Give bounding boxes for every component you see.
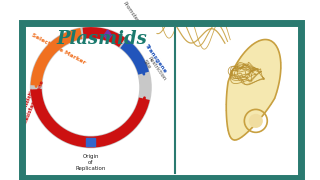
- Text: Restriction
Site: Restriction Site: [142, 56, 167, 85]
- Text: Transgene: Transgene: [144, 43, 168, 74]
- Circle shape: [249, 114, 263, 128]
- Text: Origin
of
Replication: Origin of Replication: [76, 154, 106, 171]
- Polygon shape: [226, 40, 281, 140]
- FancyBboxPatch shape: [86, 138, 95, 147]
- Text: Plasmids: Plasmids: [57, 30, 148, 48]
- Text: Promoter: Promoter: [122, 0, 140, 23]
- Text: Antibiotic
Resistance Gene: Antibiotic Resistance Gene: [18, 78, 45, 124]
- Polygon shape: [104, 30, 111, 41]
- Text: Selectable Marker: Selectable Marker: [30, 33, 86, 66]
